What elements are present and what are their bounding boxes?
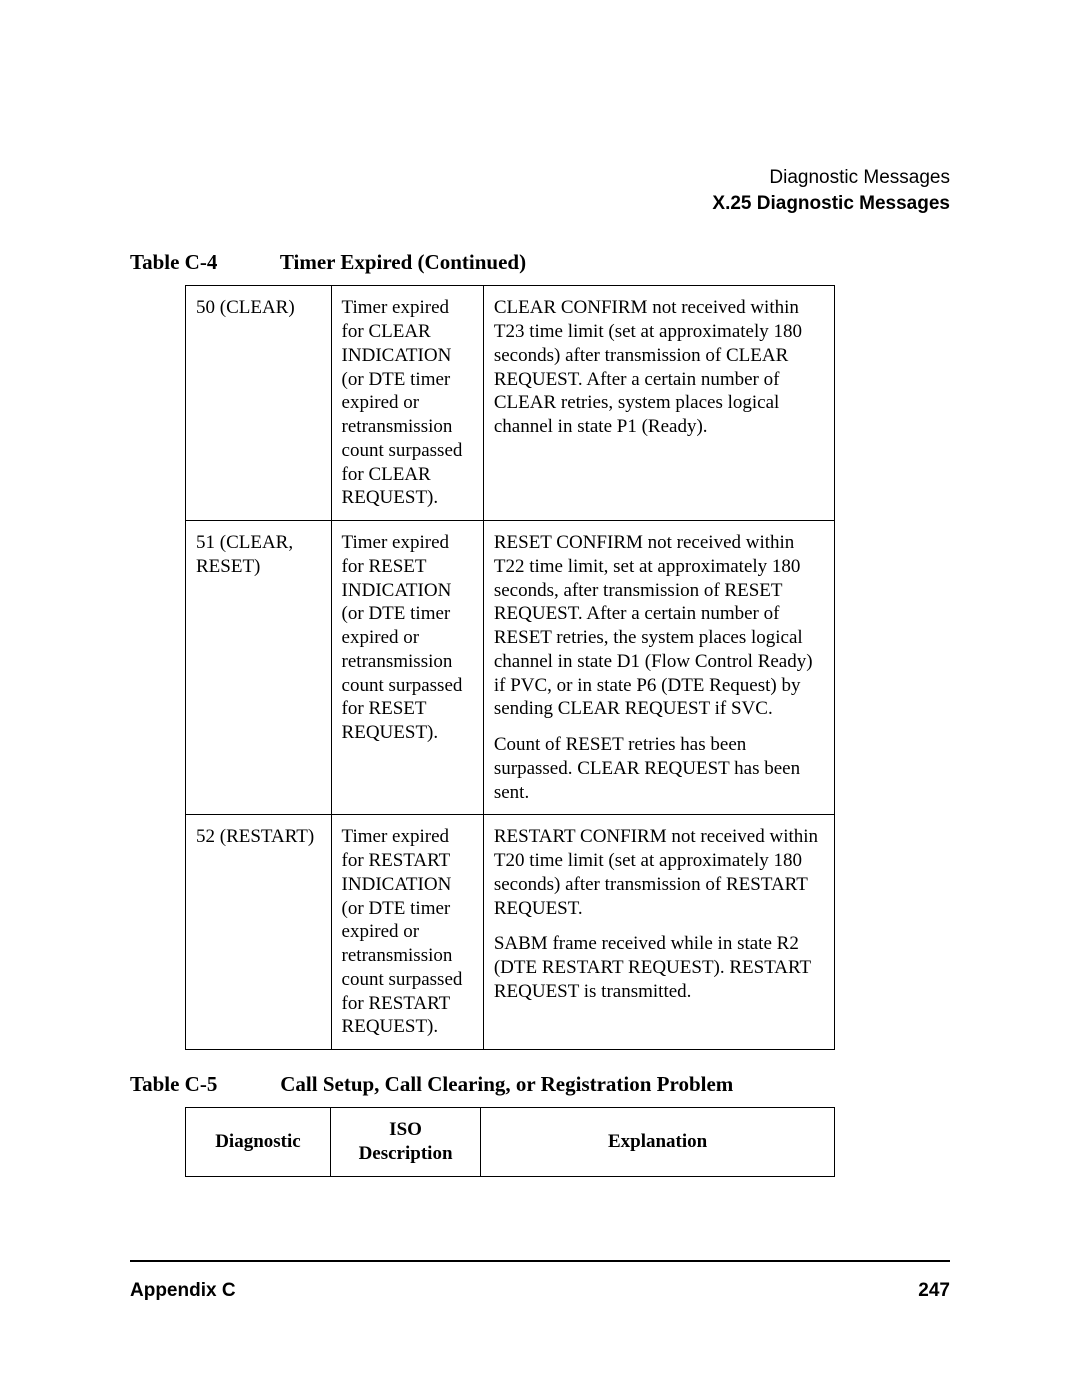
th-iso: ISO Description — [330, 1108, 480, 1177]
th-expl: Explanation — [481, 1108, 835, 1177]
footer-right: 247 — [918, 1280, 950, 1302]
expl-para: SABM frame received while in state R2 (D… — [494, 932, 824, 1003]
cell-expl: CLEAR CONFIRM not received within T23 ti… — [483, 286, 834, 521]
page-footer: Appendix C 247 — [130, 1260, 950, 1302]
table-c5-caption: Table C-5 Call Setup, Call Clearing, or … — [130, 1072, 950, 1097]
page: Diagnostic Messages X.25 Diagnostic Mess… — [0, 0, 1080, 1397]
header-section: Diagnostic Messages — [130, 165, 950, 191]
cell-iso: Timer expired for CLEAR INDICATION (or D… — [331, 286, 483, 521]
table-c5-title: Call Setup, Call Clearing, or Registrati… — [280, 1072, 733, 1096]
expl-para: Count of RESET retries has been surpasse… — [494, 733, 824, 804]
table-row: 50 (CLEAR) Timer expired for CLEAR INDIC… — [186, 286, 835, 521]
expl-para: RESET CONFIRM not received within T22 ti… — [494, 531, 824, 721]
cell-iso: Timer expired for RESET INDICATION (or D… — [331, 521, 483, 815]
table-c5: Diagnostic ISO Description Explanation — [185, 1107, 835, 1177]
cell-diag: 51 (CLEAR, RESET) — [186, 521, 332, 815]
footer-left: Appendix C — [130, 1280, 236, 1302]
cell-expl: RESTART CONFIRM not received within T20 … — [483, 815, 834, 1050]
cell-diag: 50 (CLEAR) — [186, 286, 332, 521]
table-c4-label: Table C-4 — [130, 250, 275, 275]
th-diag: Diagnostic — [186, 1108, 331, 1177]
cell-diag: 52 (RESTART) — [186, 815, 332, 1050]
table-row: 52 (RESTART) Timer expired for RESTART I… — [186, 815, 835, 1050]
cell-expl: RESET CONFIRM not received within T22 ti… — [483, 521, 834, 815]
table-c4: 50 (CLEAR) Timer expired for CLEAR INDIC… — [185, 285, 835, 1050]
table-c4-caption: Table C-4 Timer Expired (Continued) — [130, 250, 950, 275]
cell-iso: Timer expired for RESTART INDICATION (or… — [331, 815, 483, 1050]
table-c5-label: Table C-5 — [130, 1072, 275, 1097]
table-c4-title: Timer Expired (Continued) — [280, 250, 526, 274]
header-subsection: X.25 Diagnostic Messages — [130, 191, 950, 217]
table-header-row: Diagnostic ISO Description Explanation — [186, 1108, 835, 1177]
page-header: Diagnostic Messages X.25 Diagnostic Mess… — [130, 165, 950, 216]
table-row: 51 (CLEAR, RESET) Timer expired for RESE… — [186, 521, 835, 815]
expl-para: RESTART CONFIRM not received within T20 … — [494, 825, 824, 920]
